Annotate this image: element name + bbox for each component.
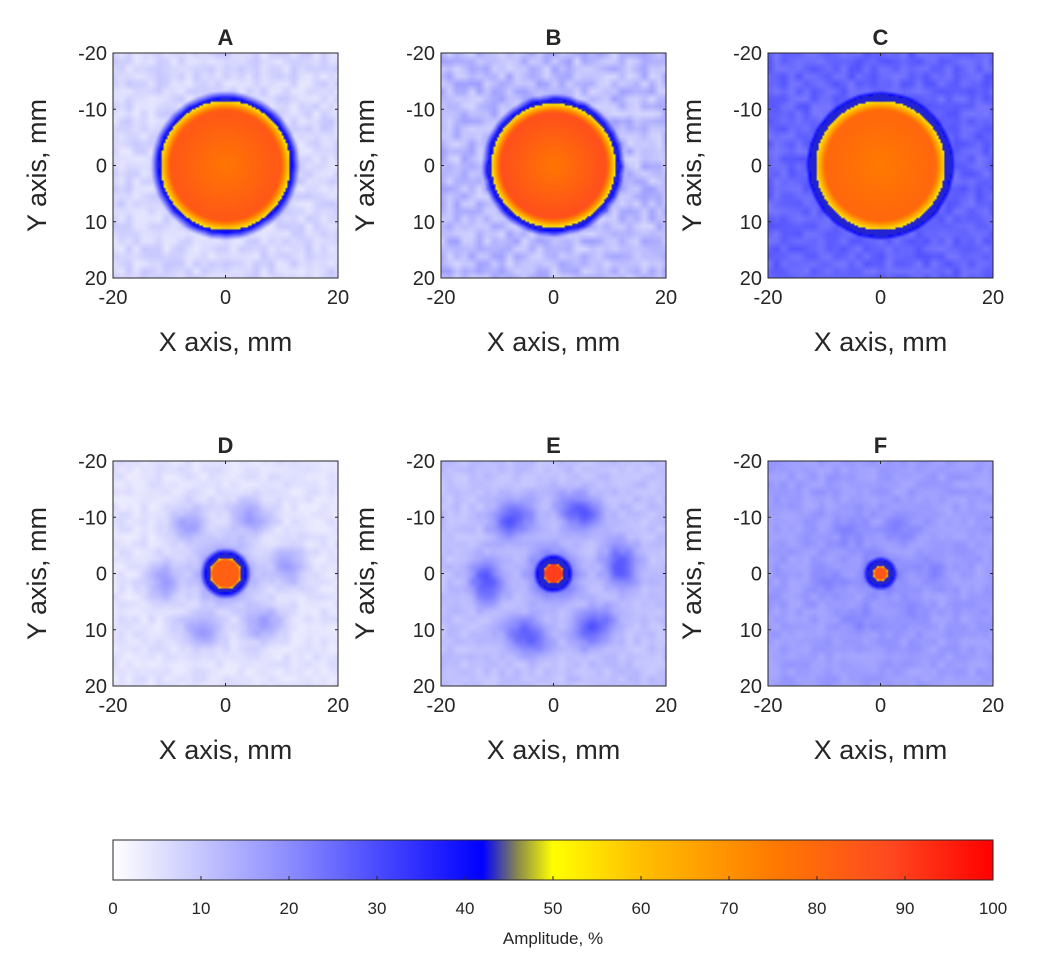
- x-tick-label: -20: [754, 287, 783, 309]
- x-tick-label: -20: [754, 695, 783, 717]
- y-tick-label: 20: [85, 676, 107, 698]
- x-axis-label: X axis, mm: [159, 327, 293, 357]
- heatmap-a: [113, 53, 338, 278]
- heatmap-c: [768, 53, 993, 278]
- colorbar: 0 10 20 30 40 50 60 70 80 90 100 Amplitude, %: [108, 839, 1007, 948]
- heatmap-f: [768, 461, 993, 686]
- y-tick-label: -20: [78, 451, 107, 473]
- heatmap-d: [113, 461, 338, 686]
- y-tick-label: -10: [406, 99, 435, 121]
- panel-title-c: C: [873, 25, 889, 50]
- colorbar-label: Amplitude, %: [503, 929, 603, 948]
- panel-title-a: A: [218, 25, 234, 50]
- y-tick-label: -10: [406, 507, 435, 529]
- colorbar-tick-label: 10: [192, 899, 211, 918]
- y-tick-label: -20: [406, 451, 435, 473]
- colorbar-tick-label: 20: [280, 899, 299, 918]
- y-tick-label: -10: [733, 507, 762, 529]
- y-tick-label: 10: [85, 620, 107, 642]
- colorbar-gradient: [112, 839, 994, 881]
- colorbar-tick-label: 90: [896, 899, 915, 918]
- y-tick-label: 0: [751, 156, 762, 178]
- panel-title-b: B: [546, 25, 562, 50]
- panel-title-d: D: [218, 433, 234, 458]
- x-axis-label: X axis, mm: [487, 327, 621, 357]
- y-tick-label: -10: [733, 99, 762, 121]
- y-tick-label: -20: [733, 451, 762, 473]
- colorbar-tick-label: 30: [368, 899, 387, 918]
- panel-title-f: F: [874, 433, 887, 458]
- y-tick-label: -20: [733, 43, 762, 65]
- y-tick-label: 20: [413, 676, 435, 698]
- colorbar-tick-label: 60: [632, 899, 651, 918]
- x-tick-label: -20: [427, 287, 456, 309]
- y-tick-label: 10: [740, 620, 762, 642]
- y-tick-label: 20: [413, 268, 435, 290]
- y-tick-label: 20: [85, 268, 107, 290]
- y-tick-label: 0: [96, 156, 107, 178]
- x-axis-label: X axis, mm: [159, 735, 293, 765]
- colorbar-tick-label: 70: [720, 899, 739, 918]
- y-tick-label: -20: [406, 43, 435, 65]
- x-tick-label: 20: [327, 695, 349, 717]
- x-tick-label: 20: [327, 287, 349, 309]
- y-axis-label: Y axis, mm: [677, 99, 707, 232]
- panel-title-e: E: [546, 433, 561, 458]
- y-tick-label: -10: [78, 507, 107, 529]
- x-tick-label: 0: [548, 695, 559, 717]
- y-tick-label: 10: [413, 212, 435, 234]
- x-tick-label: 20: [982, 695, 1004, 717]
- x-tick-label: -20: [99, 287, 128, 309]
- y-tick-label: 20: [740, 268, 762, 290]
- x-tick-label: 20: [982, 287, 1004, 309]
- y-tick-label: 10: [740, 212, 762, 234]
- heatmap-b: [441, 53, 666, 278]
- y-tick-label: 0: [424, 564, 435, 586]
- x-axis-label: X axis, mm: [814, 327, 948, 357]
- colorbar-tick-label: 50: [544, 899, 563, 918]
- y-axis-label: Y axis, mm: [677, 507, 707, 640]
- x-tick-label: 20: [655, 695, 677, 717]
- x-tick-label: 0: [220, 695, 231, 717]
- heatmap-e: [441, 461, 666, 686]
- colorbar-tick-label: 0: [108, 899, 117, 918]
- x-axis-label: X axis, mm: [814, 735, 948, 765]
- y-axis-label: Y axis, mm: [350, 99, 380, 232]
- y-tick-label: 0: [96, 564, 107, 586]
- y-tick-label: 0: [751, 564, 762, 586]
- y-axis-label: Y axis, mm: [350, 507, 380, 640]
- x-tick-label: -20: [427, 695, 456, 717]
- y-tick-label: -20: [78, 43, 107, 65]
- y-tick-label: -10: [78, 99, 107, 121]
- x-tick-label: 0: [875, 695, 886, 717]
- x-tick-label: -20: [99, 695, 128, 717]
- y-tick-label: 0: [424, 156, 435, 178]
- x-tick-label: 0: [220, 287, 231, 309]
- x-axis-label: X axis, mm: [487, 735, 621, 765]
- colorbar-tick-label: 80: [808, 899, 827, 918]
- y-tick-label: 10: [85, 212, 107, 234]
- x-tick-label: 20: [655, 287, 677, 309]
- y-tick-label: 10: [413, 620, 435, 642]
- x-tick-label: 0: [875, 287, 886, 309]
- colorbar-tick-label: 40: [456, 899, 475, 918]
- y-axis-label: Y axis, mm: [22, 99, 52, 232]
- y-axis-label: Y axis, mm: [22, 507, 52, 640]
- x-tick-label: 0: [548, 287, 559, 309]
- y-tick-label: 20: [740, 676, 762, 698]
- colorbar-tick-label: 100: [979, 899, 1007, 918]
